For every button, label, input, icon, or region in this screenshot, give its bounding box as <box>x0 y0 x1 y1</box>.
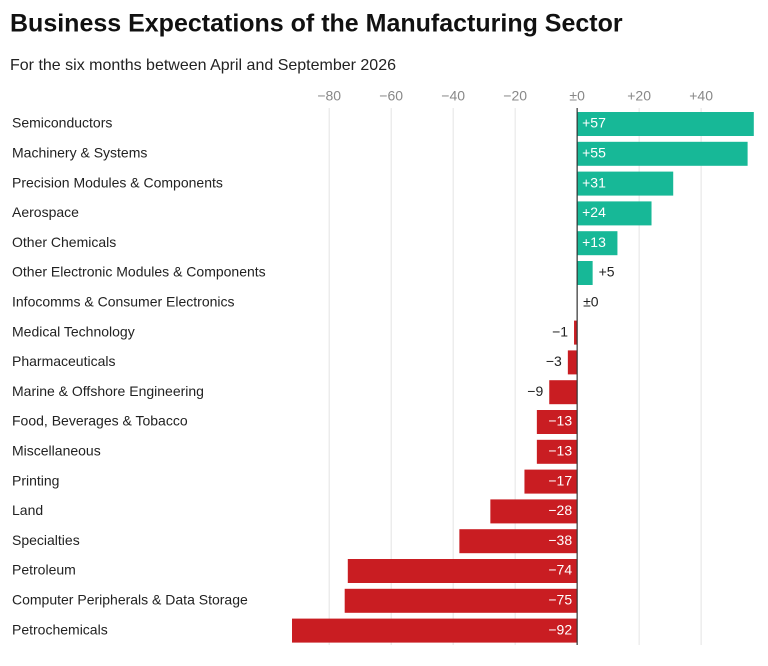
value-label: +5 <box>599 264 615 280</box>
value-label: −13 <box>548 413 572 429</box>
bar <box>524 469 578 494</box>
chart-title: Business Expectations of the Manufacturi… <box>10 10 623 38</box>
bar <box>536 410 578 434</box>
value-label: −28 <box>548 502 572 518</box>
value-label: +31 <box>582 174 606 190</box>
x-tick-label: +40 <box>689 88 713 104</box>
category-label: Food, Beverages & Tobacco <box>12 413 188 429</box>
value-label: −3 <box>546 353 562 369</box>
x-tick-label: ±0 <box>569 88 585 104</box>
value-label: −92 <box>548 621 572 637</box>
bar <box>344 588 578 613</box>
value-label: +13 <box>582 234 606 250</box>
x-tick-label: −40 <box>441 88 465 104</box>
bar <box>459 529 578 554</box>
x-tick-label: +20 <box>627 88 651 104</box>
category-label: Semiconductors <box>12 115 112 131</box>
bar <box>536 439 578 464</box>
category-label: Precision Modules & Components <box>12 174 223 190</box>
category-label: Machinery & Systems <box>12 145 147 161</box>
category-label: Pharmaceuticals <box>12 353 116 369</box>
bar <box>347 559 578 583</box>
bar <box>577 141 748 166</box>
value-label: +55 <box>582 145 606 161</box>
category-label: Computer Peripherals & Data Storage <box>12 592 248 608</box>
bar <box>577 261 593 285</box>
category-label: Other Electronic Modules & Components <box>12 264 266 280</box>
value-label: −74 <box>548 562 572 578</box>
value-label: +57 <box>582 115 606 131</box>
category-label: Medical Technology <box>12 323 135 339</box>
category-label: Miscellaneous <box>12 443 101 459</box>
bar <box>577 201 652 226</box>
category-label: Printing <box>12 472 59 488</box>
value-label: −1 <box>552 323 568 339</box>
x-tick-label: −80 <box>317 88 341 104</box>
value-label: −75 <box>548 592 572 608</box>
value-label: −17 <box>548 472 572 488</box>
category-label: Marine & Offshore Engineering <box>12 383 204 399</box>
category-label: Petrochemicals <box>12 621 108 637</box>
x-tick-label: −20 <box>503 88 527 104</box>
bar <box>577 171 674 196</box>
bar <box>549 380 578 405</box>
value-label: −38 <box>548 532 572 548</box>
bar <box>490 499 578 524</box>
x-tick-label: −60 <box>379 88 403 104</box>
bar <box>567 350 578 375</box>
category-label: Other Chemicals <box>12 234 116 250</box>
bar <box>577 112 754 136</box>
category-label: Aerospace <box>12 204 79 220</box>
value-label: +24 <box>582 204 606 220</box>
category-label: Specialties <box>12 532 80 548</box>
value-label: ±0 <box>583 294 599 310</box>
category-label: Infocomms & Consumer Electronics <box>12 294 235 310</box>
bar <box>292 618 578 643</box>
category-label: Petroleum <box>12 562 76 578</box>
category-label: Land <box>12 502 43 518</box>
value-label: −13 <box>548 443 572 459</box>
value-label: −9 <box>527 383 543 399</box>
chart-subtitle: For the six months between April and Sep… <box>10 57 396 74</box>
bar <box>574 320 578 345</box>
bar <box>577 231 618 256</box>
